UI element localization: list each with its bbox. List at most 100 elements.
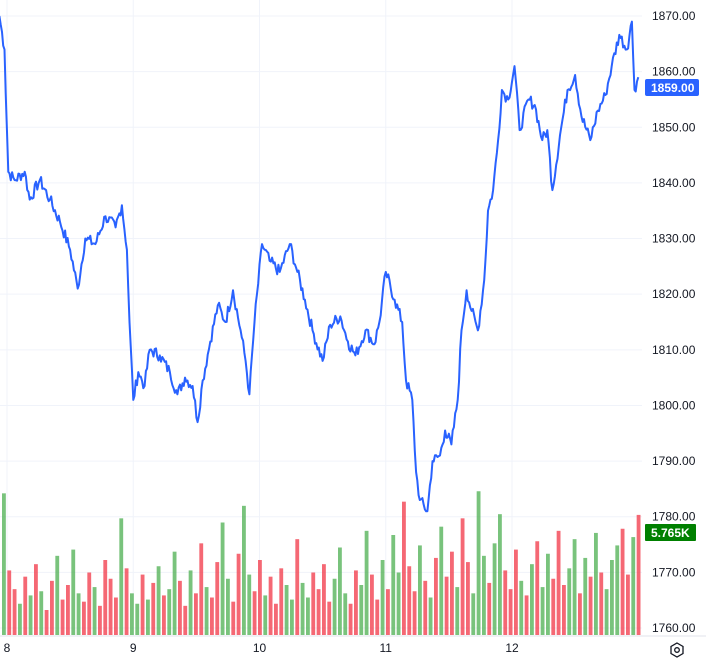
volume-bar bbox=[370, 574, 374, 635]
volume-bar bbox=[562, 585, 566, 635]
volume-bar bbox=[348, 603, 353, 635]
x-tick-label: 10 bbox=[253, 641, 267, 655]
y-tick-label: 1860.00 bbox=[652, 65, 696, 79]
volume-bar bbox=[460, 518, 465, 635]
price-axis[interactable]: 1870.00 1860.00 1850.00 1840.00 1830.00 1820.… bbox=[652, 9, 696, 635]
volume-bar bbox=[236, 553, 241, 635]
volume-bar bbox=[402, 501, 406, 635]
last-volume-label: 5.765K bbox=[651, 526, 690, 540]
volume-bar bbox=[231, 601, 236, 635]
volume-bar bbox=[636, 514, 641, 635]
volume-bar bbox=[412, 591, 417, 635]
volume-bar bbox=[178, 580, 182, 635]
y-tick-label: 1820.00 bbox=[652, 287, 696, 301]
volume-bar bbox=[503, 570, 508, 635]
x-tick-label: 11 bbox=[380, 641, 393, 655]
volume-bar bbox=[626, 574, 630, 635]
volume-bar bbox=[39, 591, 44, 635]
volume-bar bbox=[380, 560, 385, 635]
last-price-label: 1859.00 bbox=[651, 81, 695, 95]
volume-bar bbox=[306, 597, 310, 635]
volume-bar bbox=[492, 543, 497, 635]
volume-bar bbox=[615, 545, 620, 635]
time-axis[interactable]: 8 9 10 11 12 bbox=[4, 641, 519, 655]
volume-bar bbox=[268, 576, 273, 635]
volume-bar bbox=[359, 585, 364, 635]
volume-bar bbox=[290, 599, 294, 635]
volume-bar bbox=[567, 568, 572, 635]
volume-bar bbox=[60, 599, 65, 635]
volume-bar bbox=[450, 551, 454, 635]
volume-bar bbox=[263, 595, 268, 635]
volume-bar bbox=[156, 566, 161, 635]
volume-bar bbox=[620, 528, 625, 635]
volume-bar bbox=[498, 514, 502, 635]
volume-bar bbox=[423, 580, 428, 635]
volume-bar bbox=[204, 587, 209, 635]
volume-bar bbox=[455, 587, 460, 635]
volume-bar bbox=[226, 578, 230, 635]
volume-bar bbox=[514, 549, 518, 635]
volume-bar bbox=[546, 553, 550, 635]
volume-bar bbox=[146, 599, 150, 635]
y-tick-label: 1760.00 bbox=[652, 621, 696, 635]
volume-bar bbox=[119, 518, 124, 635]
x-tick-label: 12 bbox=[505, 641, 519, 655]
volume-bar bbox=[428, 597, 433, 635]
volume-bar bbox=[535, 541, 540, 635]
volume-bar bbox=[476, 491, 481, 635]
volume-bar bbox=[151, 582, 156, 635]
volume-bar bbox=[7, 570, 12, 635]
volume-bar bbox=[194, 593, 198, 635]
grid-lines bbox=[0, 0, 642, 636]
volume-bar bbox=[210, 597, 214, 635]
volume-bar bbox=[418, 545, 422, 635]
volume-bar bbox=[583, 557, 588, 635]
volume-bar bbox=[434, 557, 438, 635]
volume-bar bbox=[44, 610, 49, 635]
y-tick-label: 1770.00 bbox=[652, 565, 696, 579]
volume-bar bbox=[140, 574, 145, 635]
volume-bar bbox=[322, 564, 326, 635]
volume-bar bbox=[172, 551, 177, 635]
y-tick-label: 1870.00 bbox=[652, 9, 696, 23]
volume-bar bbox=[66, 585, 70, 635]
volume-bar bbox=[407, 566, 412, 635]
volume-bar bbox=[386, 589, 390, 635]
volume-bar bbox=[631, 537, 636, 635]
volume-bar bbox=[130, 593, 134, 635]
volume-bar bbox=[604, 589, 609, 635]
volume-bar bbox=[572, 539, 577, 635]
volume-bar bbox=[92, 587, 97, 635]
volume-bar bbox=[242, 505, 246, 635]
last-volume-badge: 5.765K bbox=[645, 524, 696, 541]
volume-bar bbox=[519, 580, 524, 635]
volume-bar bbox=[183, 605, 188, 635]
price-line bbox=[0, 15, 640, 513]
volume-bar bbox=[439, 526, 444, 635]
volume-bar bbox=[471, 593, 476, 635]
volume-bar bbox=[82, 601, 86, 635]
volume-bar bbox=[28, 595, 33, 635]
volume-bar bbox=[295, 539, 300, 635]
x-tick-label: 9 bbox=[130, 641, 137, 655]
volume-bar bbox=[338, 547, 342, 635]
volume-bar bbox=[524, 595, 529, 635]
volume-bar bbox=[300, 582, 305, 635]
volume-bar bbox=[114, 597, 118, 635]
volume-bar bbox=[551, 578, 556, 635]
volume-bar bbox=[98, 605, 102, 635]
volume-bar bbox=[87, 572, 92, 635]
volume-bar bbox=[50, 580, 54, 635]
settings-hexagon-icon[interactable] bbox=[668, 641, 686, 659]
volume-bar bbox=[610, 560, 614, 635]
volume-bar bbox=[444, 576, 449, 635]
y-tick-label: 1810.00 bbox=[652, 343, 696, 357]
y-tick-label: 1840.00 bbox=[652, 176, 696, 190]
volume-bar bbox=[199, 543, 204, 635]
volume-bar bbox=[594, 532, 598, 635]
volume-bar bbox=[508, 589, 513, 635]
volume-bar bbox=[188, 570, 193, 635]
volume-bar bbox=[215, 562, 220, 635]
